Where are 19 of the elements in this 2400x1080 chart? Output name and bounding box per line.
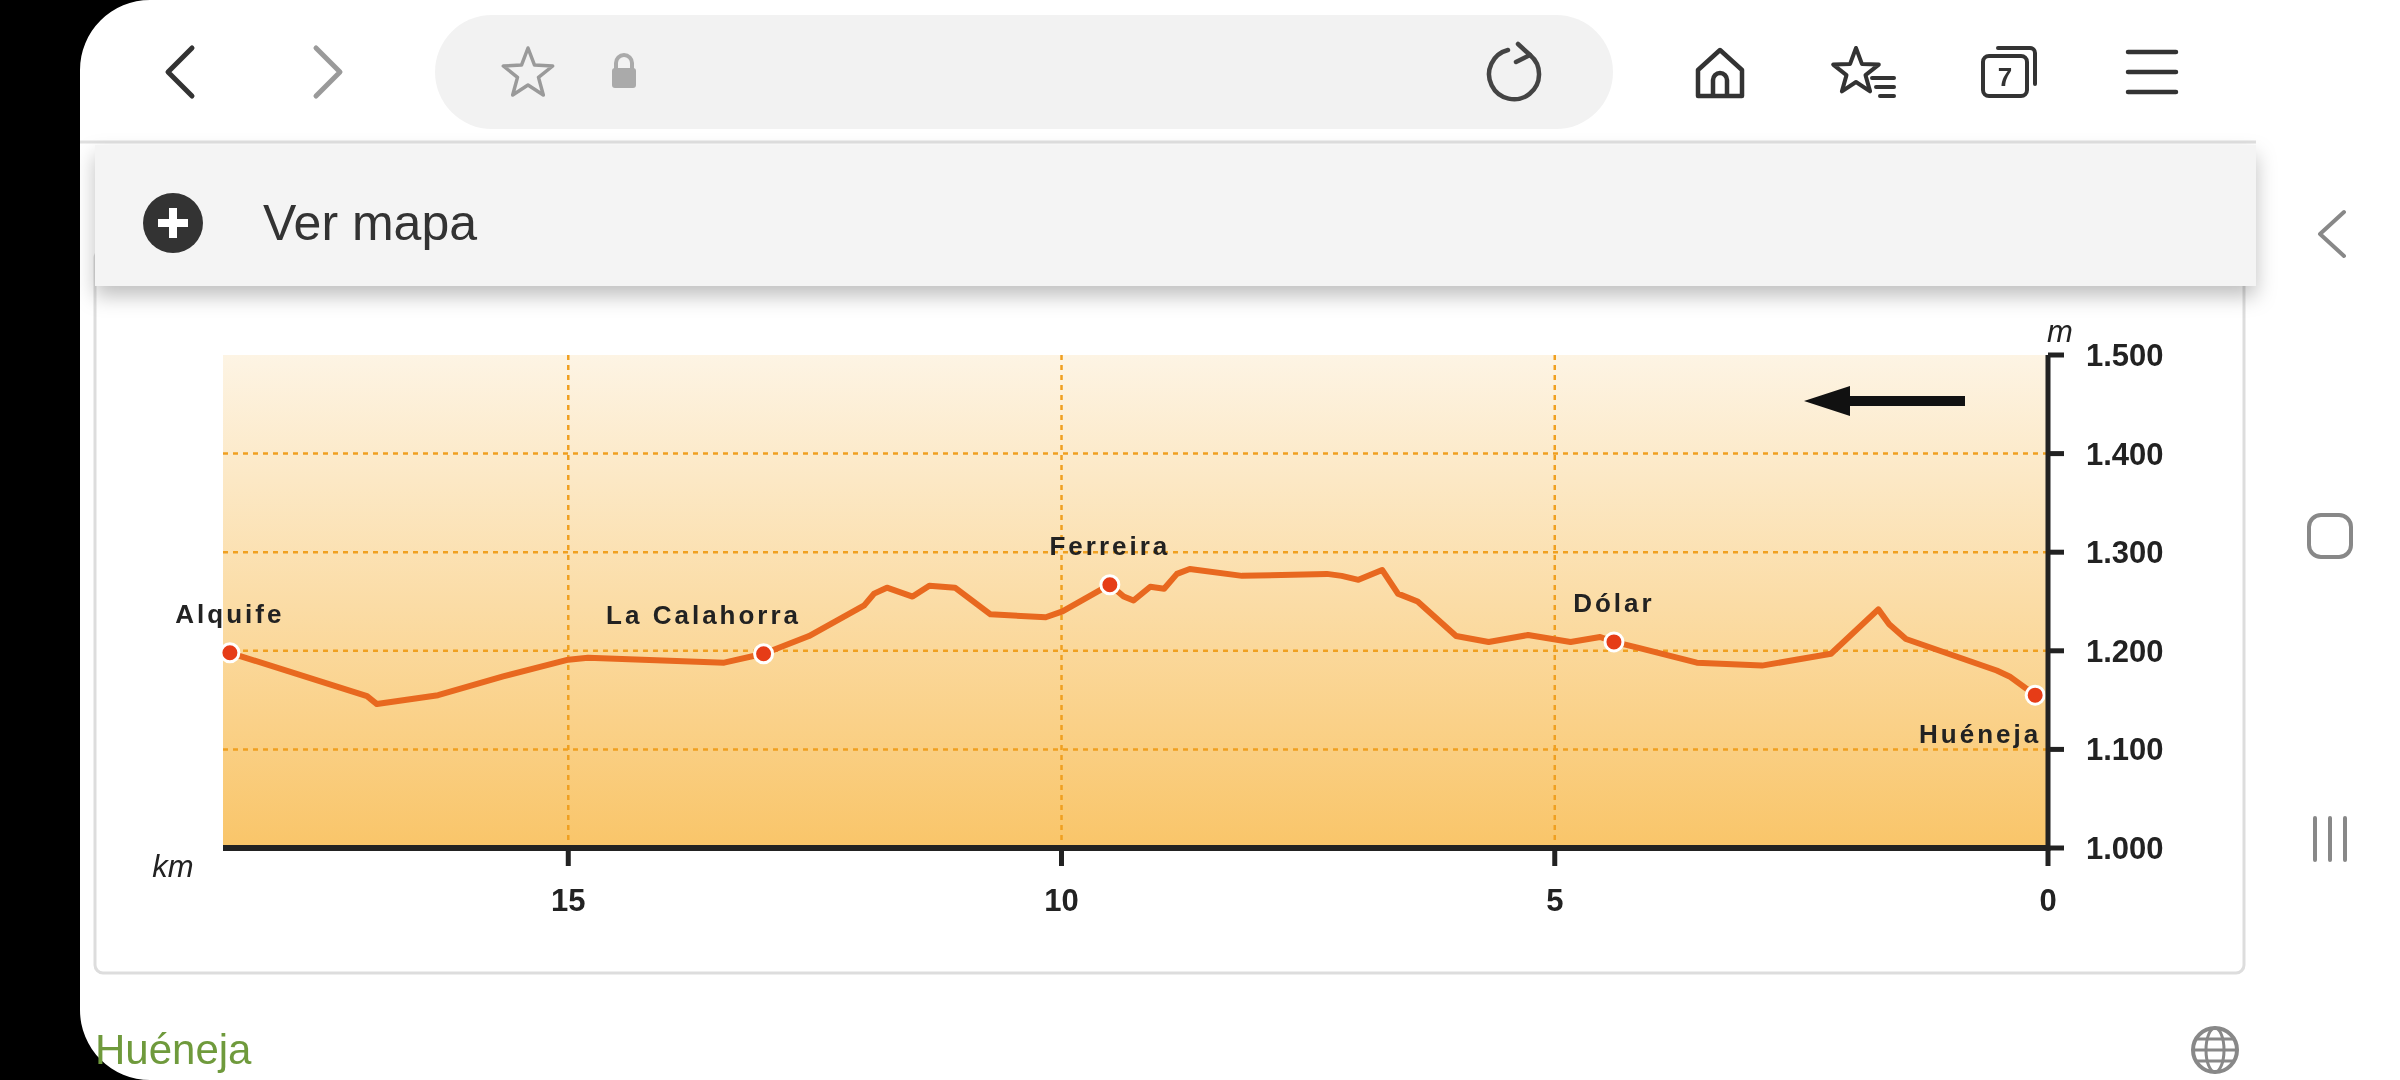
y-tick-label: 1.200 <box>2086 633 2164 669</box>
y-tick-label: 1.000 <box>2086 831 2164 866</box>
x-tick-label: 10 <box>1044 883 1079 918</box>
y-tick-label: 1.300 <box>2086 535 2164 571</box>
y-axis-title: m <box>2047 314 2073 349</box>
y-tick-label: 1.400 <box>2086 436 2164 472</box>
x-tick-label: 15 <box>551 883 586 918</box>
annotation: Ferreira <box>1049 530 1171 561</box>
x-axis-title: km <box>152 849 194 884</box>
x-tick-label: 5 <box>1546 883 1564 918</box>
annotation: Huéneja <box>1919 719 2042 750</box>
x-tick-label: 0 <box>2039 883 2057 918</box>
annotation: La Calahorra <box>606 599 802 630</box>
y-tick-label: 1.100 <box>2086 732 2164 768</box>
annotation: Alquife <box>175 598 285 629</box>
y-tick-label: 1.500 <box>2086 338 2164 373</box>
text: Ver mapa <box>263 195 478 251</box>
annotation: Dólar <box>1573 587 1655 618</box>
text: Huéneja <box>95 1026 253 1073</box>
